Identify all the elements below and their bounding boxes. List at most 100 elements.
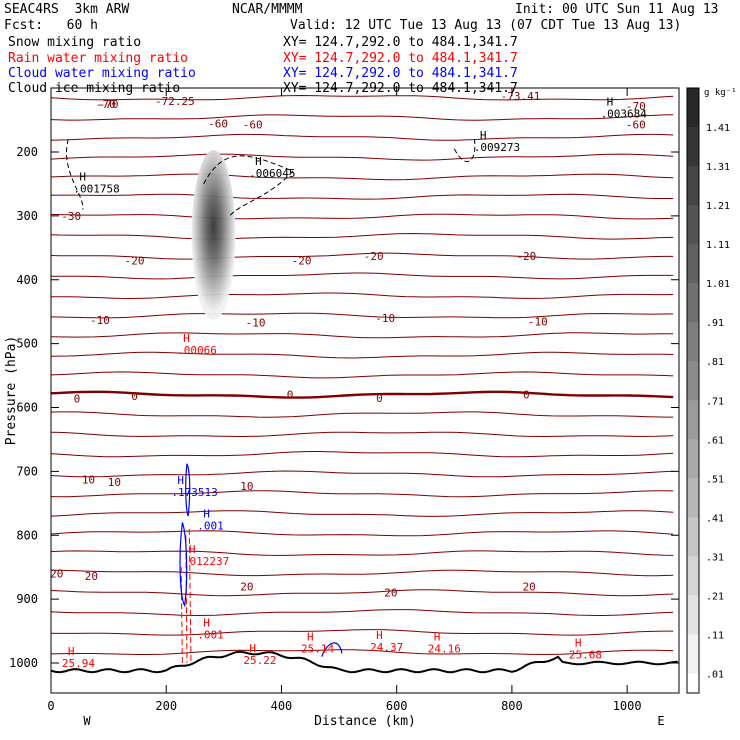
maximum-h-marker: H <box>480 129 487 142</box>
temperature-label: -10 <box>90 314 110 327</box>
temperature-label: 0 <box>74 393 81 406</box>
maximum-label: .006045 <box>249 167 295 180</box>
terrain-line <box>51 650 678 674</box>
colorbar-segment <box>687 439 699 479</box>
maximum-h-marker: H <box>307 630 314 643</box>
maximum-h-marker: H <box>575 637 582 650</box>
temperature-contour <box>51 193 674 200</box>
colorbar-tick-label: .21 <box>706 591 724 602</box>
maximum-h-marker: H <box>255 155 262 168</box>
colorbar-tick-label: .11 <box>706 630 724 641</box>
field-rain-xy: XY= 124.7,292.0 to 484.1,341.7 <box>283 51 518 66</box>
temperature-label: -10 <box>528 315 548 328</box>
temperature-label: -20 <box>292 255 312 268</box>
maximum-label: .009273 <box>474 141 520 154</box>
temperature-label: -20 <box>125 255 145 268</box>
colorbar-segment <box>687 205 699 245</box>
y-tick-label: 400 <box>16 273 38 287</box>
temperature-label: 0 <box>376 392 383 405</box>
y-tick-label: 700 <box>16 464 38 478</box>
colorbar-segment <box>687 322 699 362</box>
temperature-contour <box>51 629 674 636</box>
cloud-ice-contour <box>203 155 294 217</box>
y-tick-label: 1000 <box>9 656 38 670</box>
temperature-contour <box>51 213 674 220</box>
temperature-label: 0 <box>131 390 138 403</box>
temperature-label: -10 <box>246 317 266 330</box>
maximum-h-marker: H <box>434 630 441 643</box>
temperature-label: -70 <box>99 98 119 111</box>
y-tick-label: 800 <box>16 528 38 542</box>
colorbar-tick-label: 1.11 <box>706 240 730 251</box>
maximum-h-marker: H <box>183 332 190 345</box>
snow-shading <box>191 150 236 321</box>
cloud-water-contour <box>185 463 191 517</box>
colorbar-tick-label: 1.31 <box>706 162 730 173</box>
colorbar-segment <box>687 556 699 596</box>
colorbar-tick-label: .01 <box>706 669 724 680</box>
maximum-label: .00066 <box>177 344 217 357</box>
colorbar-segment <box>687 517 699 557</box>
colorbar-segment <box>687 166 699 206</box>
temperature-label: 0 <box>523 389 530 402</box>
temperature-label: -60 <box>626 119 646 132</box>
temperature-contour <box>51 292 674 300</box>
cloud-water-contour <box>321 642 343 657</box>
temperature-contour <box>51 431 674 438</box>
maximum-label: .012237 <box>183 555 229 568</box>
colorbar-segment <box>687 478 699 518</box>
x-tick-label: 1000 <box>613 699 642 713</box>
colorbar-segment <box>687 88 699 128</box>
colorbar-tick-label: .31 <box>706 552 724 563</box>
temperature-label: -73.41 <box>501 90 541 103</box>
temperature-contour <box>51 550 674 556</box>
maximum-h-marker: H <box>68 645 75 658</box>
colorbar-segment <box>687 361 699 401</box>
maximum-label: 24.16 <box>428 642 461 655</box>
temperature-contour <box>51 510 674 517</box>
temperature-contour <box>51 490 674 498</box>
temperature-label: 20 <box>384 587 397 600</box>
temperature-contour <box>51 272 674 280</box>
field-cloudwater-xy: XY= 124.7,292.0 to 484.1,341.7 <box>283 66 518 81</box>
temperature-label: 20 <box>85 570 98 583</box>
colorbar-tick-label: 1.21 <box>706 201 730 212</box>
maximum-label: 25.14 <box>301 642 334 655</box>
maximum-label: .001 <box>197 628 224 641</box>
temperature-label: 0 <box>287 389 294 402</box>
x-axis-label: Distance (km) <box>314 714 416 729</box>
colorbar-segment <box>687 595 699 635</box>
maximum-label: .001758 <box>73 182 119 195</box>
temperature-contour <box>51 530 674 537</box>
temperature-label: 10 <box>108 476 121 489</box>
maximum-label: 24.37 <box>370 641 403 654</box>
colorbar-unit: g kg⁻¹ <box>704 88 737 98</box>
temperature-contour <box>51 451 674 458</box>
temperature-label: -70 <box>626 100 646 113</box>
field-cloudwater-name: Cloud water mixing ratio <box>8 66 196 81</box>
colorbar-tick-label: .91 <box>706 318 724 329</box>
x-tick-label: 0 <box>47 699 54 713</box>
colorbar-frame <box>686 87 700 694</box>
x-tick-label: 600 <box>386 699 408 713</box>
maximum-label: 25.68 <box>569 649 602 662</box>
maximum-h-marker: H <box>376 629 383 642</box>
maximum-h-marker: H <box>79 170 86 183</box>
plot-frame <box>50 87 680 694</box>
temperature-contour <box>51 312 674 319</box>
temperature-label: -70 <box>96 98 116 111</box>
cloud-water-contour <box>179 522 188 608</box>
x-tick-label: 400 <box>271 699 293 713</box>
maximum-label: .003684 <box>601 108 648 121</box>
temperature-label: 10 <box>240 480 253 493</box>
colorbar-segment <box>687 400 699 440</box>
east-label: E <box>657 714 664 728</box>
temperature-contour <box>51 351 674 359</box>
field-snow-xy: XY= 124.7,292.0 to 484.1,341.7 <box>283 35 518 50</box>
colorbar-segment <box>687 244 699 284</box>
y-tick-label: 600 <box>16 401 38 415</box>
model-title: SEAC4RS 3km ARW <box>4 2 130 17</box>
valid-time: Valid: 12 UTC Tue 13 Aug 13 (07 CDT Tue … <box>290 18 682 33</box>
temperature-label: -72.25 <box>155 95 195 108</box>
